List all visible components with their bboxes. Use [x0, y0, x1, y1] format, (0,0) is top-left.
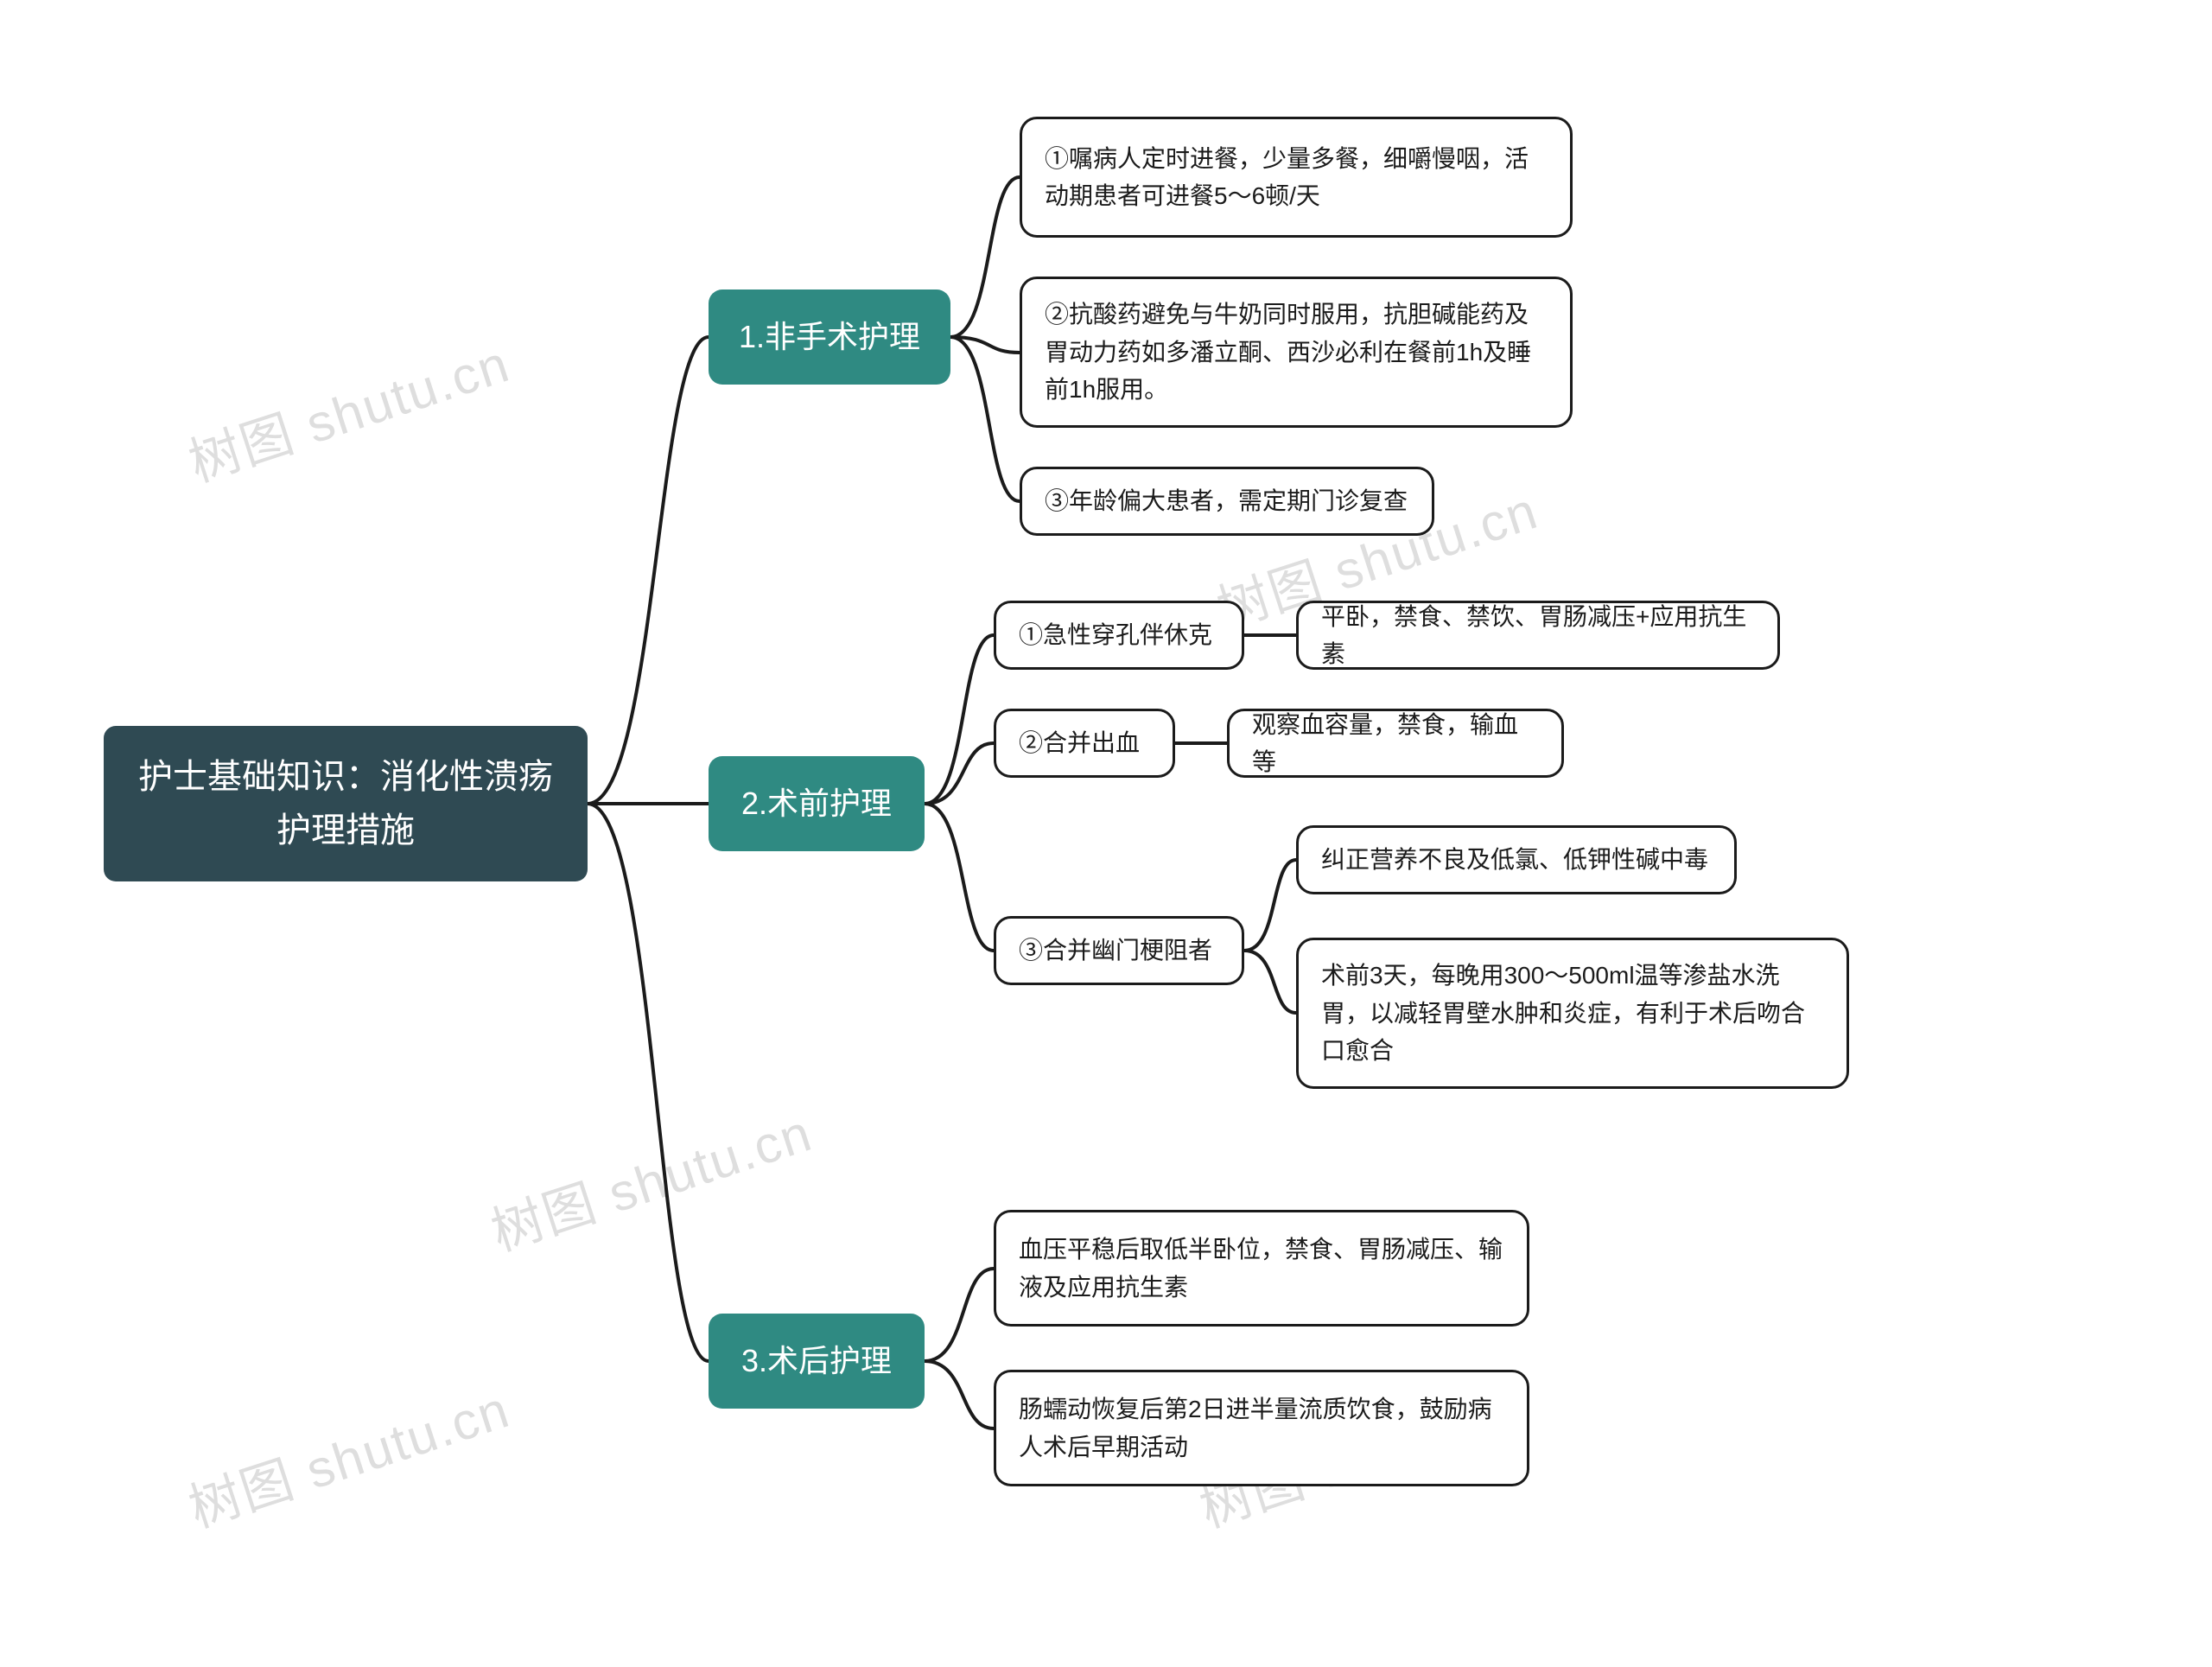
leaf-node[interactable]: 观察血容量，禁食，输血等 — [1227, 709, 1564, 778]
branch-node-1[interactable]: 1.非手术护理 — [709, 289, 950, 385]
leaf-label: ②合并出血 — [1019, 724, 1140, 761]
branch-label: 3.术后护理 — [741, 1337, 892, 1385]
leaf-label: ①急性穿孔伴休克 — [1019, 616, 1212, 653]
leaf-label: ②抗酸药避免与牛奶同时服用，抗胆碱能药及胃动力药如多潘立酮、西沙必利在餐前1h及… — [1045, 296, 1548, 408]
watermark: 树图 shutu.cn — [178, 322, 518, 497]
root-node[interactable]: 护士基础知识：消化性溃疡护理措施 — [104, 726, 588, 881]
leaf-label: 术前3天，每晚用300～500ml温等渗盐水洗胃，以减轻胃壁水肿和炎症，有利于术… — [1321, 957, 1824, 1069]
leaf-node[interactable]: ③年龄偏大患者，需定期门诊复查 — [1020, 467, 1434, 536]
watermark: 树图 shutu.cn — [178, 1368, 518, 1543]
leaf-node[interactable]: ②合并出血 — [994, 709, 1175, 778]
leaf-label: 纠正营养不良及低氯、低钾性碱中毒 — [1321, 841, 1708, 878]
leaf-label: ③合并幽门梗阻者 — [1019, 932, 1212, 969]
leaf-node[interactable]: ②抗酸药避免与牛奶同时服用，抗胆碱能药及胃动力药如多潘立酮、西沙必利在餐前1h及… — [1020, 277, 1573, 428]
leaf-node[interactable]: 纠正营养不良及低氯、低钾性碱中毒 — [1296, 825, 1737, 894]
leaf-label: 血压平稳后取低半卧位，禁食、胃肠减压、输液及应用抗生素 — [1019, 1231, 1504, 1306]
leaf-node[interactable]: ③合并幽门梗阻者 — [994, 916, 1244, 985]
branch-node-3[interactable]: 3.术后护理 — [709, 1314, 925, 1409]
leaf-label: ③年龄偏大患者，需定期门诊复查 — [1045, 482, 1408, 519]
root-label: 护士基础知识：消化性溃疡护理措施 — [138, 750, 553, 857]
watermark: 树图 shutu.cn — [480, 1091, 821, 1266]
leaf-node[interactable]: ①急性穿孔伴休克 — [994, 601, 1244, 670]
leaf-label: 观察血容量，禁食，输血等 — [1252, 706, 1539, 781]
branch-label: 2.术前护理 — [741, 779, 892, 828]
leaf-node[interactable]: ①嘱病人定时进餐，少量多餐，细嚼慢咽，活动期患者可进餐5～6顿/天 — [1020, 117, 1573, 238]
leaf-label: 平卧，禁食、禁饮、胃肠减压+应用抗生素 — [1321, 598, 1755, 673]
leaf-label: ①嘱病人定时进餐，少量多餐，细嚼慢咽，活动期患者可进餐5～6顿/天 — [1045, 140, 1548, 215]
mindmap-canvas: 树图 shutu.cn 树图 shutu.cn 树图 shutu.cn 树图 s… — [0, 0, 2212, 1667]
leaf-node[interactable]: 肠蠕动恢复后第2日进半量流质饮食，鼓励病人术后早期活动 — [994, 1370, 1529, 1486]
branch-node-2[interactable]: 2.术前护理 — [709, 756, 925, 851]
branch-label: 1.非手术护理 — [739, 313, 920, 361]
leaf-node[interactable]: 术前3天，每晚用300～500ml温等渗盐水洗胃，以减轻胃壁水肿和炎症，有利于术… — [1296, 938, 1849, 1089]
leaf-label: 肠蠕动恢复后第2日进半量流质饮食，鼓励病人术后早期活动 — [1019, 1390, 1504, 1466]
leaf-node[interactable]: 血压平稳后取低半卧位，禁食、胃肠减压、输液及应用抗生素 — [994, 1210, 1529, 1327]
leaf-node[interactable]: 平卧，禁食、禁饮、胃肠减压+应用抗生素 — [1296, 601, 1780, 670]
